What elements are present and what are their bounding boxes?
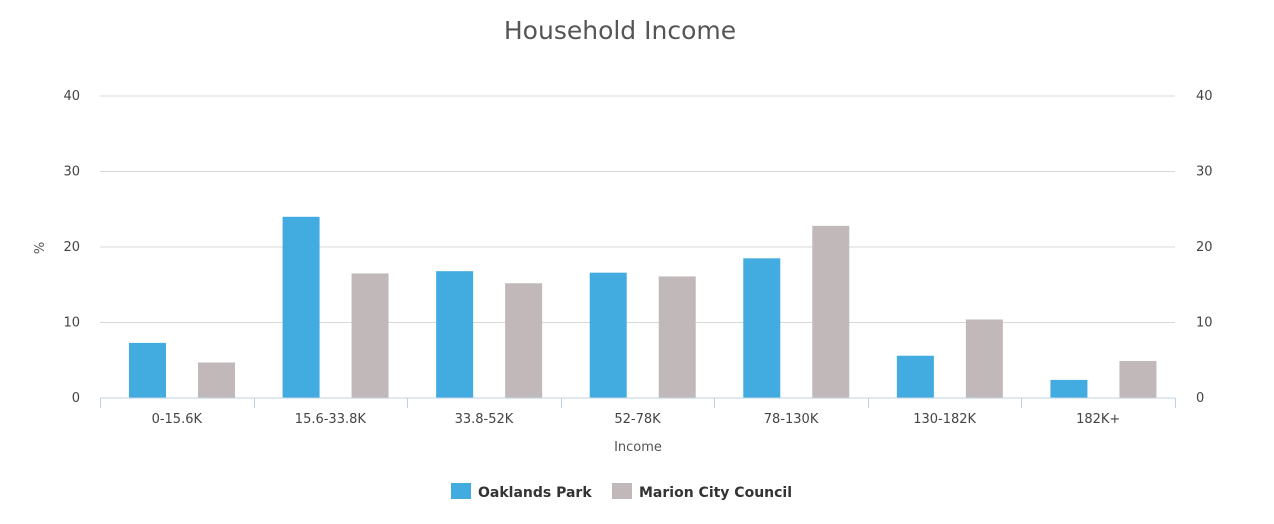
chart-title: Household Income bbox=[504, 16, 736, 45]
bar-marion-city-council[interactable] bbox=[505, 283, 543, 398]
x-tick-label: 0-15.6K bbox=[152, 412, 203, 427]
y-tick-label: 0 bbox=[72, 391, 80, 406]
x-tick-label: 130-182K bbox=[913, 412, 976, 427]
x-axis-title: Income bbox=[614, 440, 662, 455]
legend-swatch bbox=[612, 483, 632, 499]
y-tick-label: 30 bbox=[63, 165, 80, 180]
y-axis-title: % bbox=[33, 242, 48, 254]
legend-label[interactable]: Oaklands Park bbox=[478, 485, 592, 501]
legend-swatch bbox=[451, 483, 471, 499]
legend: Oaklands Park Marion City Council bbox=[451, 483, 792, 501]
bars bbox=[129, 216, 1157, 398]
y-tick-label-right: 40 bbox=[1196, 89, 1213, 104]
y-tick-label-right: 10 bbox=[1196, 316, 1213, 331]
bar-oaklands-park[interactable] bbox=[896, 355, 934, 398]
y-tick-label: 10 bbox=[63, 316, 80, 331]
y-tick-label: 40 bbox=[63, 89, 80, 104]
bar-marion-city-council[interactable] bbox=[658, 276, 696, 398]
x-tick-label: 182K+ bbox=[1076, 412, 1120, 427]
x-tick-label: 33.8-52K bbox=[455, 412, 514, 427]
bar-oaklands-park[interactable] bbox=[1050, 379, 1088, 398]
bar-oaklands-park[interactable] bbox=[743, 258, 781, 398]
gridlines bbox=[100, 95, 1175, 323]
bar-marion-city-council[interactable] bbox=[812, 225, 850, 398]
y-tick-label-right: 30 bbox=[1196, 165, 1213, 180]
bar-oaklands-park[interactable] bbox=[282, 216, 320, 398]
bar-oaklands-park[interactable] bbox=[129, 342, 166, 398]
x-tick-label: 52-78K bbox=[614, 412, 661, 427]
x-tick-label: 78-130K bbox=[764, 412, 819, 427]
bar-marion-city-council[interactable] bbox=[351, 273, 389, 398]
x-tick-label: 15.6-33.8K bbox=[295, 412, 367, 427]
bar-oaklands-park[interactable] bbox=[589, 272, 627, 398]
bar-marion-city-council[interactable] bbox=[198, 362, 235, 398]
y-tick-label: 20 bbox=[63, 240, 80, 255]
legend-label[interactable]: Marion City Council bbox=[639, 485, 792, 501]
bar-marion-city-council[interactable] bbox=[1119, 361, 1157, 398]
bar-oaklands-park[interactable] bbox=[436, 271, 474, 398]
y-tick-label-right: 20 bbox=[1196, 240, 1213, 255]
axes: 0 0 10 10 20 20 30 30 40 40 0-15.6K 15.6-33.8K 33.8-… bbox=[63, 89, 1212, 427]
y-tick-label-right: 0 bbox=[1196, 391, 1204, 406]
bar-marion-city-council[interactable] bbox=[965, 319, 1003, 398]
